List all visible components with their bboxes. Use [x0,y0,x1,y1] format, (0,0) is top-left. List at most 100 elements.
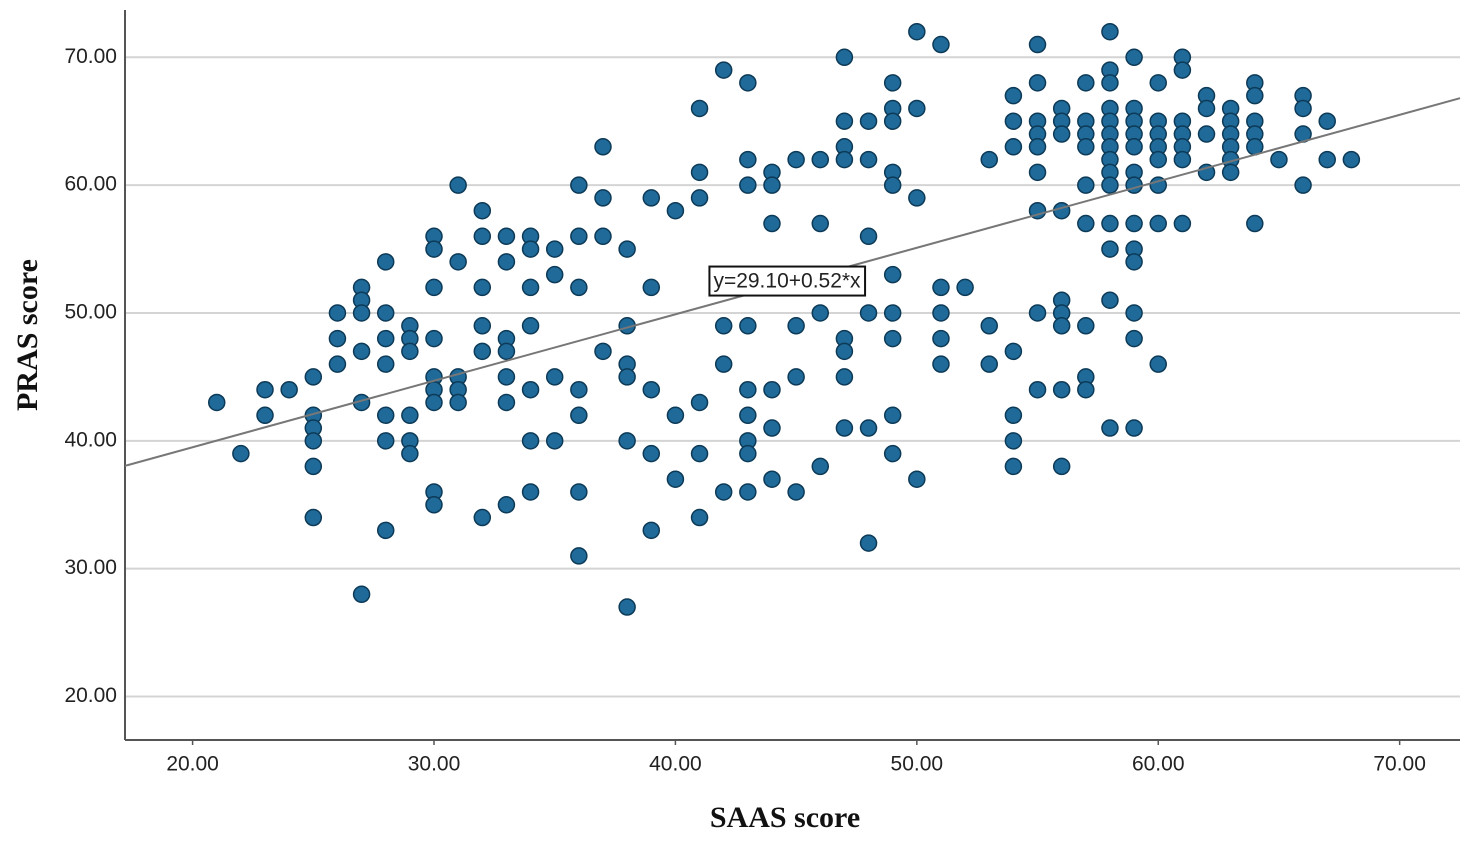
point [739,444,757,463]
point [859,534,878,552]
point [1246,214,1264,233]
point [811,304,830,322]
point [425,393,443,412]
point [570,483,588,501]
point [1318,150,1336,169]
point [328,355,347,373]
point [1149,150,1167,169]
point [883,176,902,194]
point [594,138,612,156]
point [835,342,854,361]
point [256,380,274,399]
point [835,48,854,67]
point [1052,380,1071,399]
point [835,368,854,386]
point [1197,125,1216,143]
x-tick-label: 20.00 [166,753,219,776]
point [883,74,902,92]
point [473,201,492,220]
point [883,444,902,463]
point [256,406,274,425]
point [1077,176,1095,194]
point [739,483,757,501]
point [763,380,781,399]
point [1004,457,1023,476]
point [763,176,781,194]
point [811,457,830,476]
point [1101,419,1119,437]
point [908,99,926,118]
point [376,521,395,540]
point [570,380,588,399]
point [1101,240,1119,258]
point [376,304,395,322]
point [739,317,757,335]
point [1077,317,1095,335]
point [1101,291,1119,309]
point [690,99,709,118]
point [908,470,926,488]
point [449,393,467,412]
point [328,304,347,322]
point [473,227,492,246]
point [521,240,540,258]
point [1004,406,1023,425]
point [497,496,516,514]
point [1246,86,1264,105]
point [521,483,540,501]
x-tick-label: 70.00 [1373,753,1426,776]
point [618,240,636,258]
point [690,393,709,412]
point [425,329,443,348]
point [642,444,661,463]
point [521,432,540,450]
point [473,278,492,297]
point [304,432,323,450]
point [570,278,588,297]
point [739,74,757,92]
point [1125,138,1143,156]
point [376,253,395,271]
point [352,342,371,361]
point [642,521,661,540]
point [352,585,371,604]
point [739,406,757,425]
point [1173,61,1192,79]
point [859,419,878,437]
point [714,61,733,79]
point [1028,163,1047,182]
point [690,444,709,463]
point [932,329,950,348]
point [763,419,781,437]
point [690,163,709,182]
point [1125,253,1143,271]
x-tick-label: 50.00 [891,753,944,776]
point [618,598,636,616]
point [1004,342,1023,361]
y-tick-label: 20.00 [64,684,117,707]
point [473,342,492,361]
point [1028,304,1047,322]
point [714,483,733,501]
point [401,406,419,425]
point [1125,176,1143,194]
point [739,150,757,169]
point [1294,99,1312,118]
point [570,406,588,425]
point [1173,214,1192,233]
point [1197,99,1216,118]
point [1149,214,1167,233]
point [1149,74,1167,92]
point [690,508,709,527]
point [618,368,636,386]
x-tick-label: 30.00 [408,753,461,776]
point [1077,74,1095,92]
point [1077,380,1095,399]
point [376,329,395,348]
point [1221,163,1240,182]
point [449,253,467,271]
point [642,278,661,297]
point [883,406,902,425]
y-tick-label: 30.00 [64,556,117,579]
